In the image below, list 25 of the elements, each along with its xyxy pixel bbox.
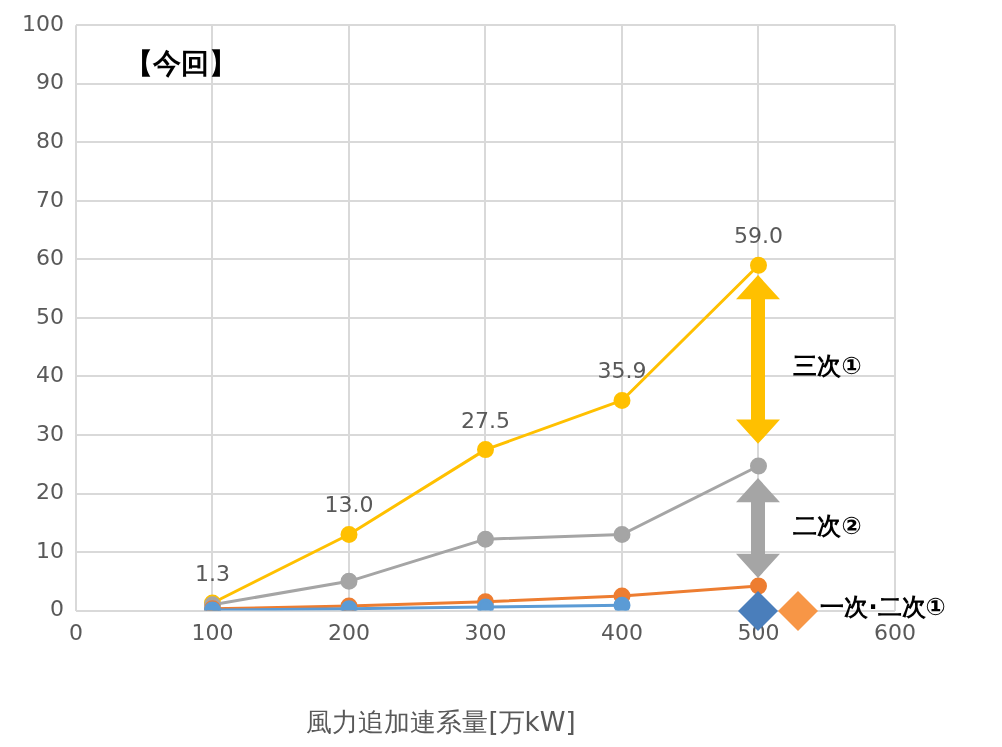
x-axis-title: 風力追加連系量[万kW] bbox=[305, 706, 577, 739]
data-label: 1.3 bbox=[194, 560, 230, 586]
y-tick-label: 50 bbox=[35, 303, 64, 329]
y-tick-label: 100 bbox=[21, 10, 64, 36]
x-tick-label: 0 bbox=[68, 619, 83, 645]
x-tick-label: 100 bbox=[191, 619, 234, 645]
y-tick-label: 40 bbox=[35, 362, 64, 388]
y-tick-label: 0 bbox=[49, 596, 64, 622]
annotation: 二次② bbox=[793, 511, 862, 542]
text: 【今回】 bbox=[125, 46, 237, 82]
y-tick-label: 70 bbox=[35, 186, 64, 212]
data-label: 35.9 bbox=[597, 358, 647, 384]
x-tick-label: 400 bbox=[601, 619, 643, 645]
data-label: 13.0 bbox=[324, 492, 374, 518]
x-tick-label: 200 bbox=[327, 619, 370, 645]
data-label: 59.0 bbox=[734, 223, 783, 249]
y-tick-label: 30 bbox=[35, 420, 64, 446]
x-tick-label: 300 bbox=[464, 619, 507, 645]
y-tick-label: 90 bbox=[35, 69, 64, 95]
annotation: 三次① bbox=[793, 350, 862, 382]
y-tick-label: 20 bbox=[35, 479, 64, 505]
y-tick-label: 80 bbox=[35, 128, 64, 153]
y-tick-label: 60 bbox=[35, 245, 64, 271]
y-tick-label: 10 bbox=[35, 537, 64, 563]
data-label: 27.5 bbox=[461, 407, 510, 433]
